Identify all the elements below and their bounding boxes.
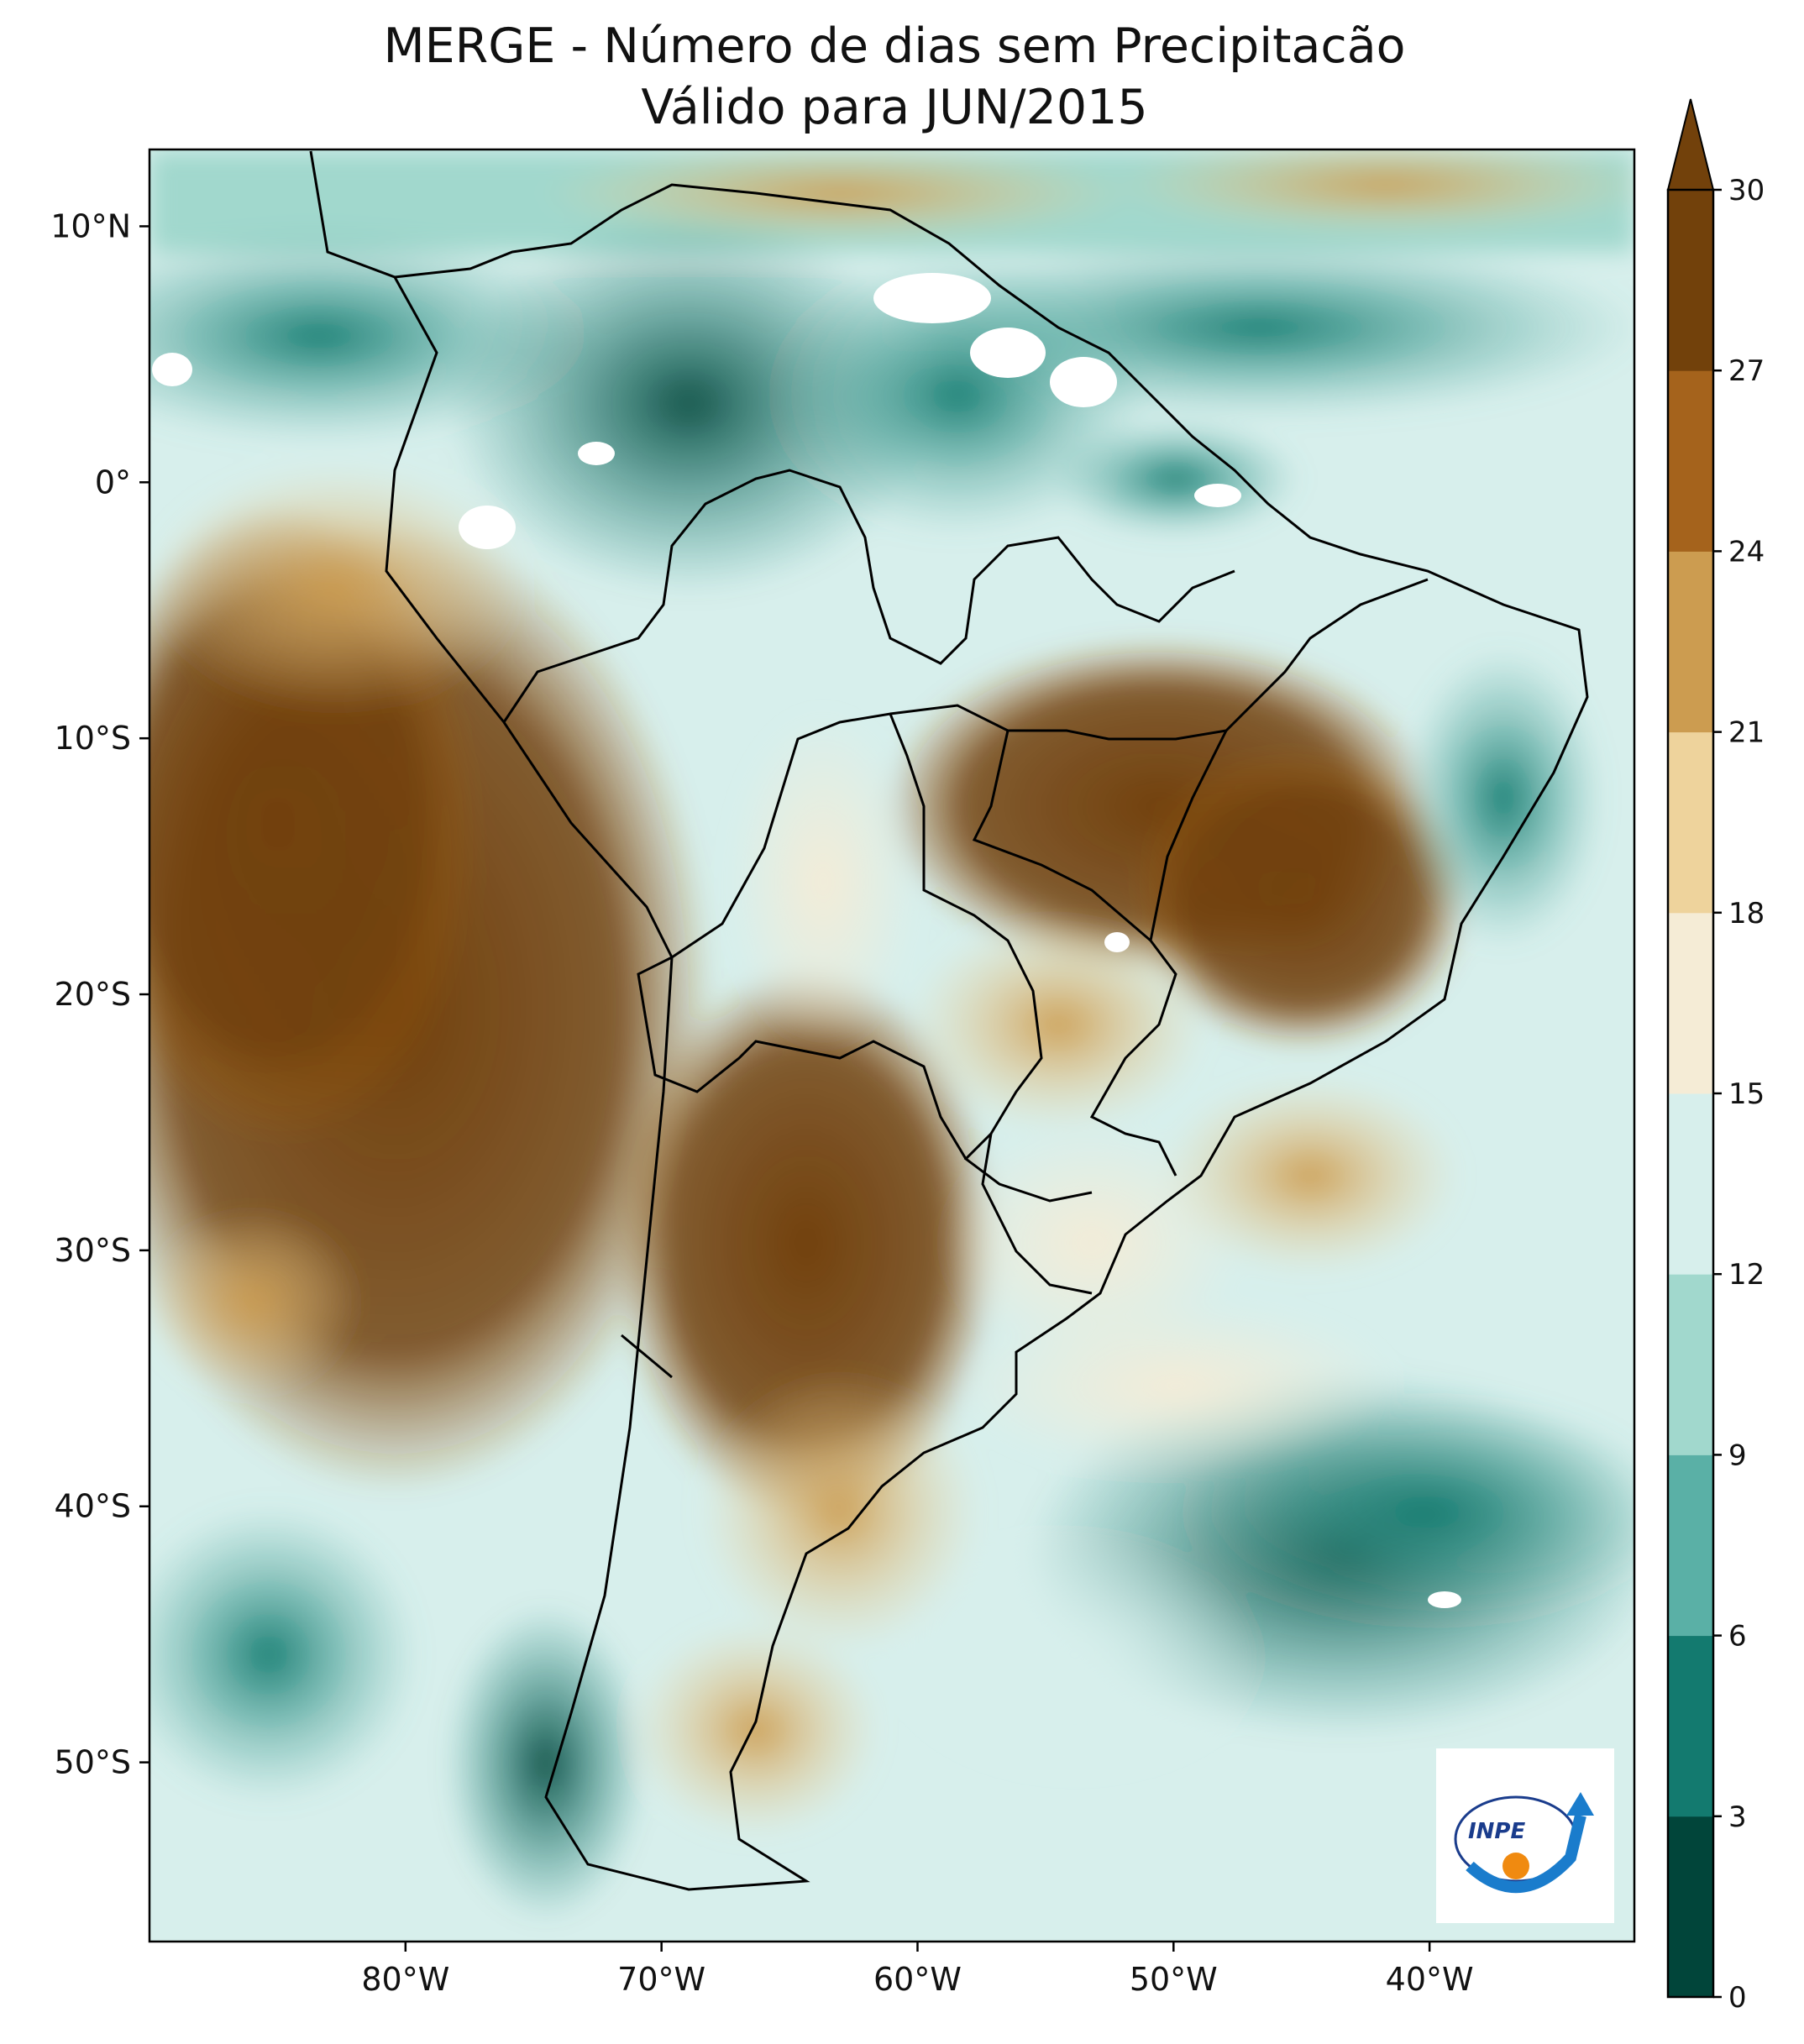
map-field	[149, 149, 1634, 1942]
chart-title-line2: Válido para JUN/2015	[641, 80, 1148, 135]
colorbar-tick-label: 6	[1728, 1620, 1747, 1654]
colorbar-tick-label: 15	[1728, 1077, 1765, 1111]
longitude-axis: 80°W 70°W 60°W 50°W 40°W	[361, 1942, 1474, 1998]
colorbar-cell	[1668, 1093, 1713, 1275]
logo-text: INPE	[1468, 1819, 1526, 1844]
lat-tick-label: 30°S	[55, 1232, 131, 1269]
lat-tick-label: 20°S	[55, 976, 131, 1013]
colorbar-cell	[1668, 731, 1713, 914]
colorbar-tick-label: 0	[1728, 1981, 1747, 2015]
colorbar-cell	[1668, 551, 1713, 733]
colorbar-cell	[1668, 1816, 1713, 1998]
chart-title-line1: MERGE - Número de dias sem Precipitacão	[383, 18, 1406, 74]
lon-tick-label: 50°W	[1130, 1961, 1218, 1998]
lat-tick-label: 40°S	[55, 1488, 131, 1525]
coastlines	[309, 150, 1589, 1891]
colorbar-tick-label: 24	[1728, 535, 1765, 569]
lat-tick-label: 10°S	[55, 720, 131, 757]
colorbar-extend-arrow	[1666, 98, 1715, 191]
latitude-axis: 10°N 0° 10°S 20°S 30°S 40°S 50°S	[50, 207, 149, 1781]
inpe-logo-mark	[1454, 1792, 1594, 1894]
lon-tick-label: 70°W	[617, 1961, 705, 1998]
colorbar-tick-label: 30	[1728, 174, 1765, 207]
colorbar-cell	[1668, 190, 1713, 371]
colorbar-cell	[1668, 370, 1713, 552]
lat-tick-label: 10°N	[50, 207, 131, 244]
colorbar-tick-label: 18	[1728, 897, 1765, 930]
colorbar-cell	[1668, 1274, 1713, 1455]
lon-tick-label: 40°W	[1386, 1961, 1474, 1998]
colorbar-tick-label: 21	[1728, 716, 1765, 750]
colorbar-tick-label: 3	[1728, 1800, 1747, 1834]
no-data-patches	[152, 273, 1461, 1608]
lon-tick-label: 80°W	[361, 1961, 449, 1998]
map-frame	[148, 148, 1636, 1943]
lon-tick-label: 60°W	[873, 1961, 962, 1998]
colorbar-tick-label: 9	[1728, 1439, 1747, 1472]
inpe-logo: INPE	[1436, 1748, 1614, 1923]
colorbar-tick-label: 27	[1728, 354, 1765, 388]
lat-tick-label: 0°	[95, 464, 131, 501]
colorbar-cell	[1668, 1454, 1713, 1637]
colorbar-tick-label: 12	[1728, 1258, 1765, 1292]
lat-tick-label: 50°S	[55, 1744, 131, 1781]
colorbar-cell	[1668, 912, 1713, 1094]
colorbar-cell	[1668, 1635, 1713, 1817]
